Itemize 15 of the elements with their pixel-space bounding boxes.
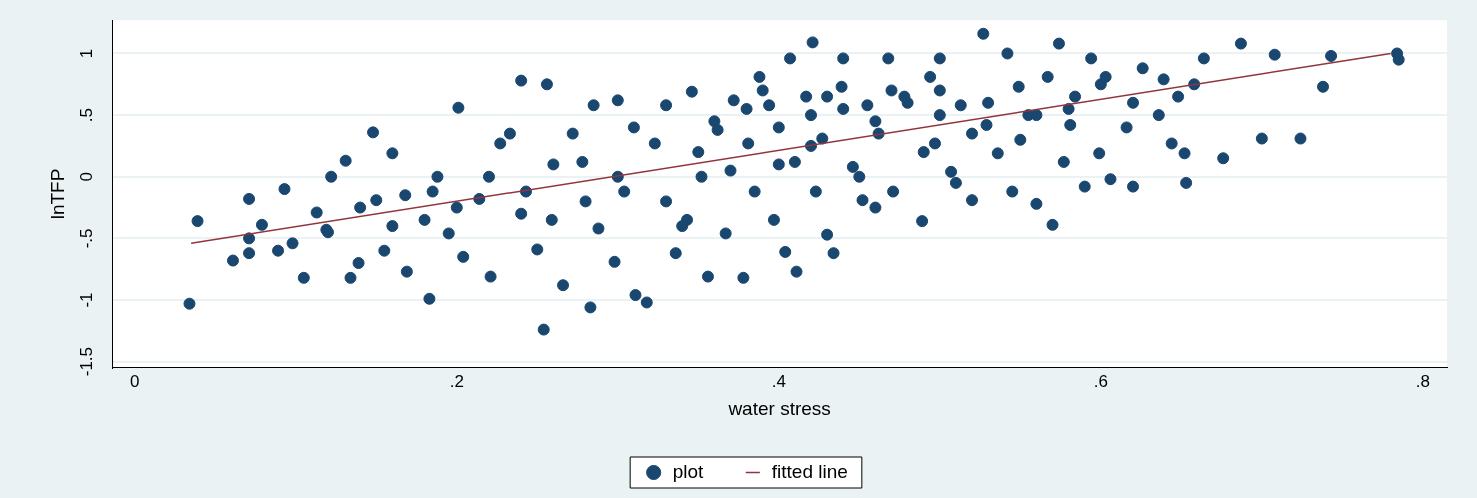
y-tick-label: -.5: [77, 228, 97, 249]
y-tick-label: .5: [77, 108, 97, 123]
y-tick-label: -1.5: [77, 346, 97, 377]
x-tick-label: .2: [449, 371, 464, 391]
y-tick-label: -1: [77, 292, 97, 308]
x-tick-label: .6: [1093, 371, 1108, 391]
y-tick-label: 0: [77, 172, 97, 182]
y-axis-title: lnTFP: [46, 168, 68, 220]
legend-label: plot: [672, 460, 705, 482]
x-tick-label: .4: [771, 371, 786, 391]
y-tick-label: 1: [77, 48, 97, 59]
x-axis-title: water stress: [727, 397, 831, 419]
x-tick-label: .8: [1415, 371, 1430, 391]
legend-label: fitted line: [771, 460, 848, 482]
x-tick-label: 0: [130, 371, 140, 391]
